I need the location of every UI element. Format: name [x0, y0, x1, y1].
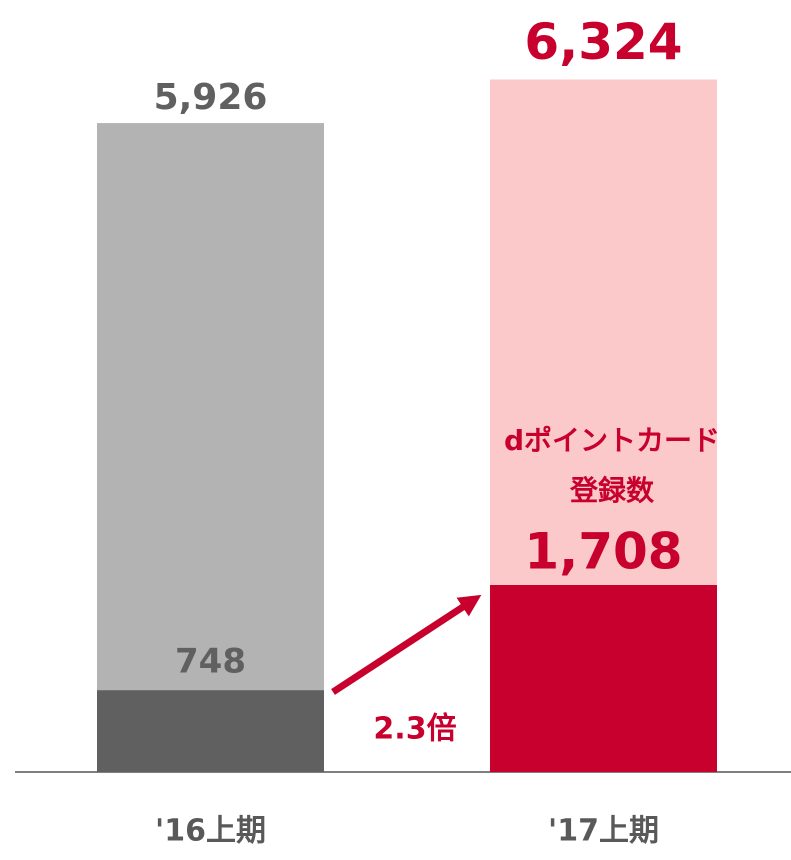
bar-segment: [490, 584, 717, 772]
growth-arrow: [331, 594, 482, 695]
annotation: dポイントカード: [504, 424, 720, 457]
annotation: 2.3倍: [373, 712, 456, 747]
x-tick-label: '16上期: [155, 814, 266, 849]
x-tick-label: '17上期: [548, 814, 659, 849]
bar-segment: [490, 79, 717, 585]
value-label: 748: [175, 642, 246, 682]
bar-segment: [97, 123, 324, 691]
bar-segment: [97, 690, 324, 772]
total-label: 6,324: [524, 13, 682, 71]
total-label: 5,926: [154, 77, 268, 118]
value-label: 1,708: [524, 522, 682, 580]
annotation: 登録数: [569, 474, 655, 507]
